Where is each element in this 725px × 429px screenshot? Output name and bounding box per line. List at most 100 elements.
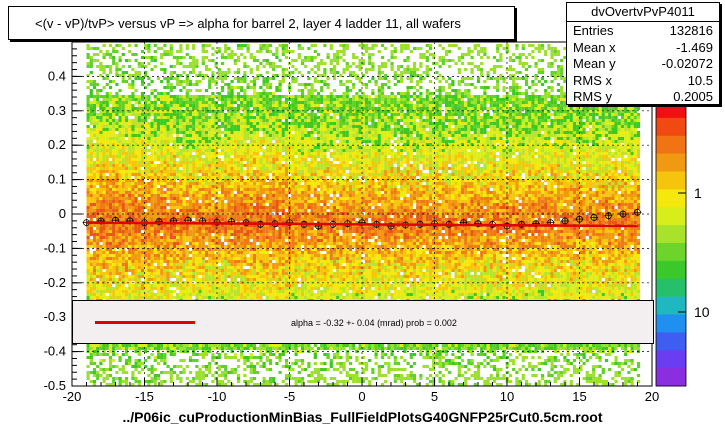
heatmap-cell (236, 104, 241, 107)
heatmap-cell (188, 134, 193, 137)
heatmap-cell (156, 290, 161, 293)
heatmap-cell (208, 296, 212, 299)
heatmap-cell (112, 245, 116, 248)
heatmap-cell (214, 206, 218, 209)
heatmap-cell (204, 104, 209, 107)
heatmap-cell (115, 212, 119, 215)
heatmap-cell (217, 98, 221, 101)
heatmap-cell (160, 272, 164, 275)
heatmap-cell (230, 209, 234, 212)
heatmap-cell (233, 371, 237, 374)
heatmap-cell (144, 281, 148, 284)
heatmap-cell (185, 74, 189, 77)
heatmap-cell (188, 347, 193, 350)
heatmap-cell (96, 260, 100, 263)
heatmap-cell (99, 254, 103, 257)
heatmap-cell (89, 179, 93, 182)
heatmap-cell (211, 53, 215, 56)
heatmap-cell (96, 227, 100, 230)
heatmap-cell (112, 56, 116, 59)
heatmap-cell (134, 227, 138, 230)
heatmap-cell (246, 161, 250, 164)
heatmap-cell (179, 176, 183, 179)
heatmap-cell (131, 206, 135, 209)
heatmap-cell (201, 296, 205, 299)
heatmap-cell (96, 155, 100, 158)
heatmap-cell (131, 161, 135, 164)
heatmap-cell (188, 284, 193, 287)
heatmap-cell (204, 260, 209, 263)
heatmap-cell (140, 212, 145, 215)
heatmap-cell (134, 119, 138, 122)
heatmap-cell (236, 380, 241, 383)
heatmap-cell (192, 266, 196, 269)
heatmap-cell (96, 167, 100, 170)
heatmap-cell (214, 134, 218, 137)
heatmap-cell (150, 158, 154, 161)
heatmap-cell (192, 59, 196, 62)
heatmap-cell (124, 152, 129, 155)
heatmap-cell (166, 170, 170, 173)
heatmap-cell (185, 92, 189, 95)
heatmap-cell (137, 266, 141, 269)
heatmap-cell (230, 134, 234, 137)
heatmap-cell (102, 284, 106, 287)
heatmap-cell (249, 191, 253, 194)
heatmap-cell (121, 188, 125, 191)
heatmap-cell (230, 269, 234, 272)
heatmap-cell (89, 287, 93, 290)
heatmap-cell (211, 374, 215, 377)
heatmap-cell (160, 254, 164, 257)
heatmap-cell (179, 104, 183, 107)
heatmap-cell (92, 203, 97, 206)
heatmap-cell (153, 242, 157, 245)
heatmap-cell (108, 68, 113, 71)
heatmap-cell (185, 155, 189, 158)
heatmap-cell (163, 200, 167, 203)
heatmap-cell (176, 263, 180, 266)
heatmap-cell (115, 65, 119, 68)
heatmap-cell (198, 185, 202, 188)
heatmap-cell (201, 266, 205, 269)
heatmap-cell (204, 179, 209, 182)
heatmap-cell (147, 191, 151, 194)
heatmap-cell (150, 257, 154, 260)
heatmap-cell (131, 74, 135, 77)
heatmap-cell (112, 101, 116, 104)
heatmap-cell (134, 224, 138, 227)
heatmap-cell (108, 257, 113, 260)
heatmap-cell (188, 203, 193, 206)
heatmap-cell (182, 215, 186, 218)
heatmap-cell (150, 380, 154, 383)
heatmap-cell (208, 233, 212, 236)
heatmap-cell (243, 248, 247, 251)
heatmap-cell (169, 125, 173, 128)
heatmap-cell (102, 368, 106, 371)
heatmap-cell (217, 158, 221, 161)
heatmap-cell (236, 359, 241, 362)
heatmap-cell (240, 206, 244, 209)
heatmap-cell (236, 47, 241, 50)
heatmap-cell (147, 290, 151, 293)
heatmap-cell (134, 236, 138, 239)
heatmap-cell (249, 164, 253, 167)
heatmap-cell (108, 356, 113, 359)
heatmap-cell (204, 230, 209, 233)
heatmap-cell (188, 152, 193, 155)
heatmap-cell (112, 140, 116, 143)
heatmap-cell (243, 116, 247, 119)
heatmap-cell (118, 239, 122, 242)
heatmap-cell (118, 233, 122, 236)
heatmap-cell (176, 248, 180, 251)
heatmap-cell (115, 296, 119, 299)
heatmap-cell (188, 101, 193, 104)
heatmap-cell (172, 56, 177, 59)
heatmap-cell (227, 113, 231, 116)
heatmap-cell (230, 371, 234, 374)
heatmap-cell (211, 227, 215, 230)
heatmap-cell (198, 119, 202, 122)
heatmap-cell (144, 350, 148, 353)
heatmap-cell (147, 344, 151, 347)
heatmap-cell (182, 128, 186, 131)
heatmap-cell (192, 107, 196, 110)
